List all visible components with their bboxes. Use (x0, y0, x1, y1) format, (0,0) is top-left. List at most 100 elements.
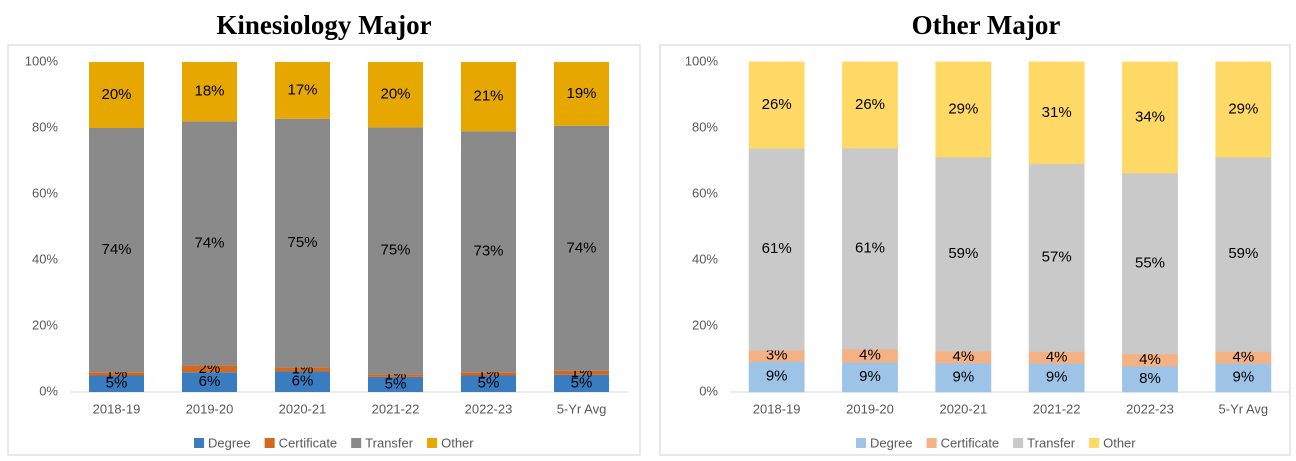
data-label: 5% (478, 375, 500, 392)
bar-segment (935, 156, 992, 352)
bar-segment (1122, 172, 1178, 355)
y-tick-label: 80% (32, 119, 58, 134)
y-tick-label: 40% (692, 251, 718, 266)
bar-segment (748, 61, 805, 149)
bar-segment (842, 61, 898, 149)
legend-label: Other (1103, 435, 1136, 450)
bar-segment (182, 121, 237, 366)
data-label: 5% (571, 374, 593, 391)
bar-segment (89, 372, 144, 376)
x-tick-label: 2021-22 (1033, 401, 1081, 416)
legend-swatch (194, 438, 204, 448)
chart-frame (7, 44, 641, 456)
data-label: 18% (194, 83, 224, 100)
data-label: 19% (566, 85, 596, 102)
x-tick-label: 2019-20 (186, 401, 234, 416)
bar-segment (461, 62, 516, 132)
data-label: 26% (855, 96, 885, 113)
x-tick-label: 5-Yr Avg (1219, 401, 1269, 416)
data-label: 55% (1135, 254, 1165, 271)
legend-label: Degree (870, 435, 913, 450)
y-tick-label: 100% (25, 53, 59, 68)
data-label: 59% (948, 245, 978, 262)
bar-segment (842, 361, 898, 393)
data-label: 74% (194, 234, 224, 251)
bar-segment (461, 131, 516, 373)
data-label: 4% (859, 347, 881, 364)
legend-swatch (264, 438, 275, 448)
bar-segment (554, 370, 609, 375)
data-label: 9% (766, 368, 788, 385)
bar-segment (182, 62, 237, 122)
bar-segment (275, 367, 330, 372)
bar-segment (182, 365, 237, 373)
y-tick-label: 60% (692, 185, 718, 200)
legend-label: Transfer (365, 435, 414, 450)
data-label: 61% (762, 240, 792, 257)
bar-segment (554, 62, 609, 126)
bar-segment (368, 374, 423, 377)
bar-segment (1122, 61, 1178, 174)
bar-segment (275, 118, 330, 368)
data-label: 21% (473, 88, 503, 105)
legend-swatch (351, 438, 362, 448)
bar-segment (935, 362, 992, 393)
bar-segment (554, 125, 609, 371)
chart-title: Other Major (912, 10, 1061, 40)
bar-segment (461, 372, 516, 376)
data-label: 8% (1139, 370, 1161, 387)
x-tick-label: 2020-21 (279, 401, 327, 416)
y-tick-label: 20% (692, 317, 718, 332)
data-label: 59% (1228, 245, 1258, 262)
data-label: 9% (1046, 369, 1068, 386)
bar-segment (554, 374, 609, 392)
data-label: 9% (952, 368, 974, 385)
data-label: 75% (287, 234, 317, 251)
x-tick-label: 2020-21 (939, 401, 987, 416)
legend-swatch (926, 438, 937, 448)
data-label: 29% (948, 100, 978, 117)
legend-swatch (1013, 438, 1024, 448)
bar-segment (89, 375, 144, 392)
x-tick-label: 2022-23 (465, 401, 513, 416)
bar-segment (182, 372, 237, 392)
bar-segment (1215, 61, 1272, 158)
y-tick-label: 40% (32, 251, 58, 266)
data-label: 26% (762, 96, 792, 113)
bar-segment (368, 62, 423, 128)
bar-segment (89, 62, 144, 128)
data-label: 20% (101, 86, 131, 103)
x-tick-label: 5-Yr Avg (557, 401, 607, 416)
bar-segment (1122, 365, 1178, 393)
bar-segment (748, 147, 805, 351)
bar-segment (368, 127, 423, 375)
data-label: 29% (1228, 100, 1258, 117)
legend-swatch (856, 438, 866, 448)
data-label: 4% (1232, 348, 1254, 365)
data-label: 6% (199, 373, 221, 390)
chart-title: Kinesiology Major (216, 10, 431, 40)
data-label: 75% (380, 242, 410, 259)
y-tick-label: 60% (32, 185, 58, 200)
data-label: 73% (473, 243, 503, 260)
y-tick-label: 100% (685, 53, 719, 68)
y-tick-label: 0% (699, 383, 718, 398)
legend-label: Degree (208, 435, 251, 450)
bar-segment (275, 62, 330, 119)
data-label: 3% (766, 347, 788, 364)
chart-frame (659, 44, 1291, 456)
bar-segment (275, 371, 330, 392)
data-label: 74% (101, 241, 131, 258)
bar-segment (89, 128, 144, 373)
data-label: 9% (1232, 369, 1254, 386)
bar-segment (1028, 61, 1085, 165)
bar-segment (935, 61, 992, 158)
legend-label: Certificate (941, 435, 1000, 450)
data-label: 4% (1046, 348, 1068, 365)
bar-segment (368, 376, 423, 392)
legend-label: Other (441, 435, 474, 450)
y-tick-label: 0% (39, 383, 58, 398)
data-label: 4% (1139, 351, 1161, 368)
